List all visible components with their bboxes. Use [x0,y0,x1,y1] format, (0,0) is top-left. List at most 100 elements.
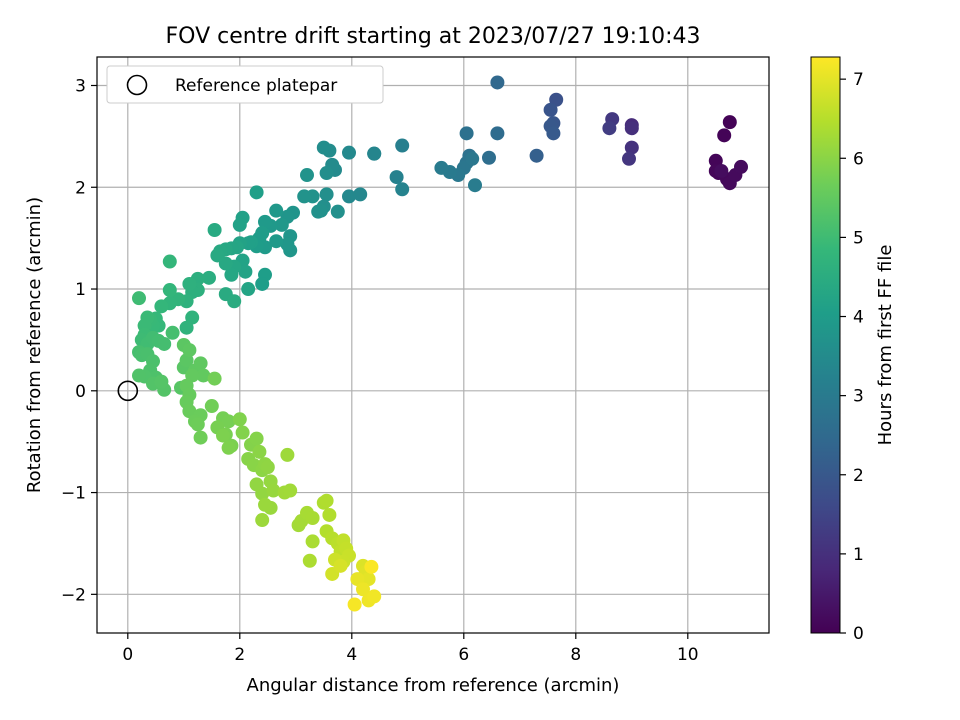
data-point [305,534,320,549]
data-point [255,513,270,528]
x-tick-label: 6 [458,645,469,665]
data-point [714,163,729,178]
data-point [227,294,242,309]
data-point [482,150,496,165]
x-tick-label: 2 [234,645,245,665]
data-point [249,431,264,446]
data-point [207,371,222,386]
data-point [342,145,356,160]
data-point [260,460,275,475]
data-points [132,75,748,612]
data-point [280,237,295,252]
data-point [132,368,146,383]
data-point [468,178,482,193]
data-point [274,217,289,232]
data-point [241,282,256,297]
data-point [389,170,404,185]
legend-box [106,65,384,104]
data-point [602,121,617,136]
data-point [459,126,474,141]
data-point [367,589,382,604]
colorbar-tick-label: 1 [853,545,864,565]
data-point [717,128,732,143]
data-point [319,187,334,202]
legend: Reference platepar [106,65,384,104]
plot-frame [96,56,770,634]
data-point [333,558,348,573]
data-point [364,559,379,574]
data-point [465,151,480,166]
data-point [157,336,172,351]
data-point [221,440,236,455]
x-tick-label: 0 [122,645,133,665]
data-point [238,264,253,279]
data-point [182,276,197,291]
data-point [367,146,382,161]
data-point [193,430,208,445]
data-point [216,428,230,443]
data-point [490,75,505,90]
data-point [297,189,312,204]
data-point [266,483,281,498]
data-point [132,291,146,306]
data-point [434,160,449,175]
data-point [249,185,264,200]
data-point [280,447,295,462]
data-point [622,151,636,166]
x-tick-label: 4 [346,645,357,665]
colorbar-gradient [810,56,841,634]
data-point [624,121,639,136]
y-tick-label: 0 [75,382,86,402]
data-point [165,325,180,340]
data-point [624,140,639,155]
data-point [196,368,211,383]
legend-marker [126,74,148,96]
x-axis-ticks: 0 2 4 6 8 10 [122,633,699,665]
data-point [232,217,247,232]
data-point [330,204,345,219]
data-point [305,511,320,526]
y-tick-label: 2 [75,178,86,198]
data-point [283,483,298,498]
data-point [319,493,334,508]
data-point [235,425,250,440]
data-point [356,582,370,597]
colorbar-tick-label: 3 [853,387,864,407]
data-point [182,343,197,358]
data-point [546,126,561,141]
y-tick-label: 1 [75,280,86,300]
x-axis-label: Angular distance from reference (arcmin) [247,675,620,696]
colorbar-label: Hours from first FF file [875,245,896,446]
data-point [322,507,337,522]
data-point [529,148,544,163]
data-point [347,597,362,612]
data-point [224,267,239,282]
data-point [202,270,216,285]
data-point [395,138,410,153]
data-point [193,356,208,371]
legend-label: Reference platepar [175,76,337,96]
data-point [269,234,284,249]
y-axis-ticks: −2 −1 0 1 2 3 [61,76,97,605]
y-tick-label: −1 [61,484,86,504]
y-tick-label: 3 [75,76,86,96]
reference-marker [117,380,139,402]
grid [97,57,769,633]
data-point [232,412,247,427]
data-point [154,299,169,314]
data-point [221,414,236,429]
colorbar-tick-label: 6 [853,149,864,169]
data-point [734,159,748,174]
data-point [162,254,177,269]
data-point [258,497,272,512]
data-point [255,276,270,291]
x-tick-label: 10 [677,645,699,665]
colorbar-tick-label: 0 [853,624,864,644]
data-point [395,182,410,197]
data-point [543,102,558,117]
data-point [162,283,177,298]
colorbar-tick-label: 2 [853,466,864,486]
data-point [210,248,225,263]
data-point [490,126,505,141]
data-point [353,187,368,202]
